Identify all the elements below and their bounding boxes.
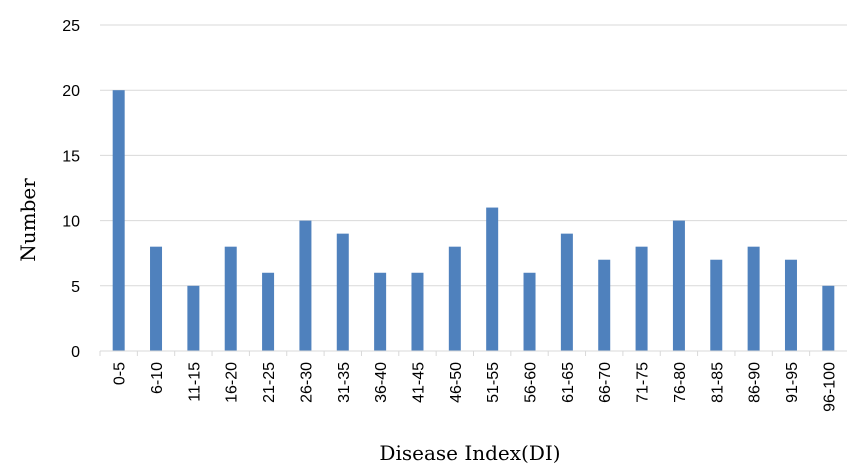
bar-56-60 — [524, 273, 536, 351]
x-tick-label: 11-15 — [186, 362, 203, 402]
bar-51-55 — [486, 208, 498, 351]
x-tick-label: 26-30 — [298, 362, 315, 403]
bar-31-35 — [337, 234, 349, 351]
bar-21-25 — [262, 273, 274, 351]
y-axis-title: Number — [16, 178, 40, 262]
y-tick-labels: 0 5 10 15 20 25 — [62, 18, 80, 361]
x-tick-label: 56-60 — [523, 362, 540, 403]
y-tick-label: 25 — [62, 18, 80, 35]
bar-46-50 — [449, 247, 461, 351]
y-tick-label: 10 — [62, 214, 80, 231]
x-tick-label: 41-45 — [410, 362, 427, 403]
x-tick-label: 61-65 — [560, 362, 577, 403]
x-tick-label: 6-10 — [149, 362, 166, 394]
bar-81-85 — [710, 260, 722, 351]
bar-6-10 — [150, 247, 162, 351]
y-tick-label: 15 — [62, 148, 80, 165]
x-tick-labels: 0-5 6-10 11-15 16-20 21-25 26-30 31-35 36-40 41-… — [100, 351, 838, 412]
x-tick-label: 36-40 — [373, 362, 390, 403]
x-tick-label: 16-20 — [224, 362, 241, 403]
x-tick-label: 51-55 — [485, 362, 502, 403]
bar-91-95 — [785, 260, 797, 351]
x-tick-label: 46-50 — [448, 362, 465, 403]
bar-26-30 — [299, 221, 311, 351]
bar-66-70 — [598, 260, 610, 351]
bar-41-45 — [411, 273, 423, 351]
x-axis-title: Disease Index(DI) — [379, 441, 560, 465]
bar-61-65 — [561, 234, 573, 351]
x-tick-label: 76-80 — [672, 362, 689, 403]
y-tick-label: 5 — [71, 279, 80, 296]
bar-0-5 — [113, 90, 125, 351]
x-tick-label: 71-75 — [635, 362, 652, 403]
bar-96-100 — [822, 286, 834, 351]
x-tick-label: 21-25 — [261, 362, 278, 403]
x-tick-label: 86-90 — [747, 362, 764, 403]
y-tick-label: 20 — [62, 83, 80, 100]
y-tick-label: 0 — [71, 344, 80, 361]
x-tick-label: 91-95 — [784, 362, 801, 403]
x-tick-label: 81-85 — [709, 362, 726, 403]
bar-36-40 — [374, 273, 386, 351]
bar-11-15 — [187, 286, 199, 351]
x-tick-label: 0-5 — [112, 362, 129, 385]
y-gridlines — [100, 25, 847, 286]
bar-71-75 — [636, 247, 648, 351]
bar-86-90 — [748, 247, 760, 351]
x-tick-label: 66-70 — [597, 362, 614, 403]
x-tick-label: 31-35 — [336, 362, 353, 403]
bar-16-20 — [225, 247, 237, 351]
x-tick-label: 96-100 — [821, 362, 838, 412]
bar-76-80 — [673, 221, 685, 351]
